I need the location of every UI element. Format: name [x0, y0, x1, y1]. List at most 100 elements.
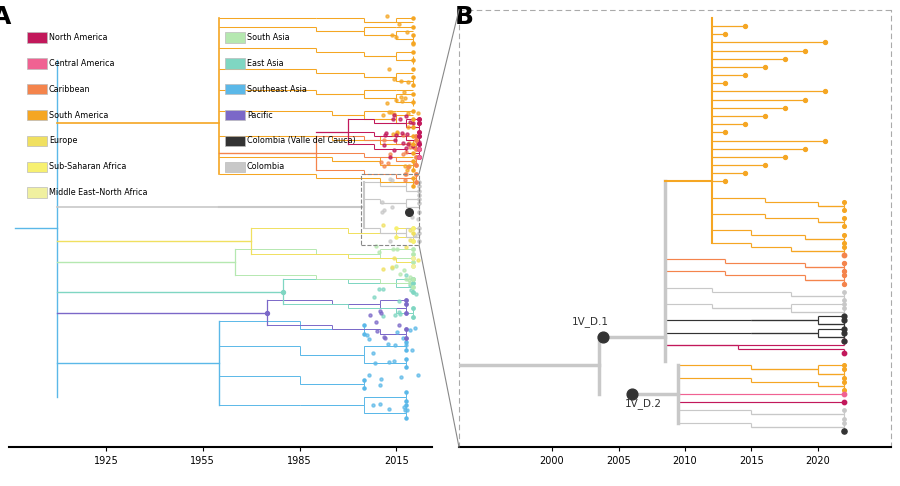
Point — [738, 121, 752, 128]
Point — [405, 56, 419, 64]
Point — [797, 145, 812, 153]
Point — [837, 406, 851, 414]
Point — [405, 157, 419, 165]
Point — [402, 143, 417, 151]
Point — [405, 283, 419, 291]
Point — [387, 110, 401, 118]
Point — [399, 401, 413, 409]
Point — [408, 160, 422, 168]
Point — [405, 107, 419, 115]
Point — [405, 262, 419, 270]
Point — [401, 139, 416, 147]
Point — [408, 231, 422, 239]
Point — [369, 242, 383, 250]
Point — [406, 119, 420, 127]
Bar — [27, 110, 47, 121]
Point — [399, 355, 413, 363]
Text: Colombia (Valle del Cauca): Colombia (Valle del Cauca) — [247, 137, 356, 145]
Point — [396, 139, 410, 147]
Point — [837, 267, 851, 275]
Point — [375, 221, 390, 228]
Point — [402, 118, 417, 126]
Point — [357, 384, 372, 392]
Point — [390, 328, 404, 336]
Point — [406, 143, 420, 151]
Point — [405, 140, 419, 148]
Point — [386, 111, 400, 119]
Point — [412, 128, 427, 136]
Bar — [225, 84, 245, 94]
Point — [376, 162, 391, 170]
Bar — [27, 136, 47, 146]
Point — [399, 364, 413, 371]
Point — [411, 138, 426, 146]
Point — [837, 239, 851, 246]
Text: Caribbean: Caribbean — [49, 85, 90, 94]
Point — [405, 65, 419, 72]
Point — [797, 96, 812, 104]
Point — [409, 153, 423, 161]
Point — [399, 276, 413, 283]
Point — [392, 19, 406, 27]
Point — [392, 297, 407, 305]
Point — [412, 153, 427, 161]
Point — [357, 330, 372, 337]
Bar — [225, 110, 245, 121]
Point — [375, 111, 390, 119]
Point — [368, 359, 382, 367]
Point — [409, 170, 423, 178]
Point — [399, 347, 413, 354]
Point — [382, 358, 397, 366]
Point — [837, 300, 851, 308]
Point — [396, 334, 410, 342]
Point — [412, 115, 427, 123]
Point — [394, 97, 409, 105]
Point — [409, 145, 423, 153]
Point — [405, 149, 419, 156]
Point — [405, 182, 419, 190]
Point — [389, 131, 403, 139]
Point — [405, 262, 419, 270]
Point — [403, 281, 418, 289]
Point — [412, 132, 427, 140]
Point — [404, 213, 419, 221]
Point — [837, 272, 851, 279]
Point — [409, 161, 423, 169]
Point — [392, 322, 406, 330]
Point — [412, 145, 427, 153]
Point — [398, 176, 412, 184]
Point — [378, 131, 392, 139]
Bar — [27, 84, 47, 94]
Point — [393, 77, 408, 85]
Point — [361, 371, 375, 379]
Point — [402, 208, 417, 215]
Point — [401, 78, 416, 86]
Point — [405, 31, 419, 39]
Point — [837, 390, 851, 398]
Point — [374, 375, 388, 383]
Point — [390, 245, 404, 253]
Point — [381, 158, 395, 166]
Point — [837, 378, 851, 385]
Point — [366, 401, 381, 409]
Point — [405, 98, 419, 106]
Point — [399, 341, 413, 349]
Point — [405, 229, 419, 237]
Point — [360, 330, 374, 338]
Point — [375, 198, 390, 206]
Text: A: A — [0, 5, 12, 29]
Point — [376, 265, 391, 273]
Text: Central America: Central America — [49, 59, 114, 68]
Point — [817, 87, 832, 95]
Point — [412, 191, 427, 199]
Point — [390, 128, 404, 136]
Point — [373, 307, 387, 315]
Point — [837, 362, 851, 369]
Point — [399, 112, 413, 120]
Point — [382, 150, 397, 158]
Point — [400, 167, 415, 174]
Point — [398, 162, 412, 170]
Point — [393, 373, 408, 381]
Point — [400, 139, 415, 147]
Point — [405, 174, 419, 182]
